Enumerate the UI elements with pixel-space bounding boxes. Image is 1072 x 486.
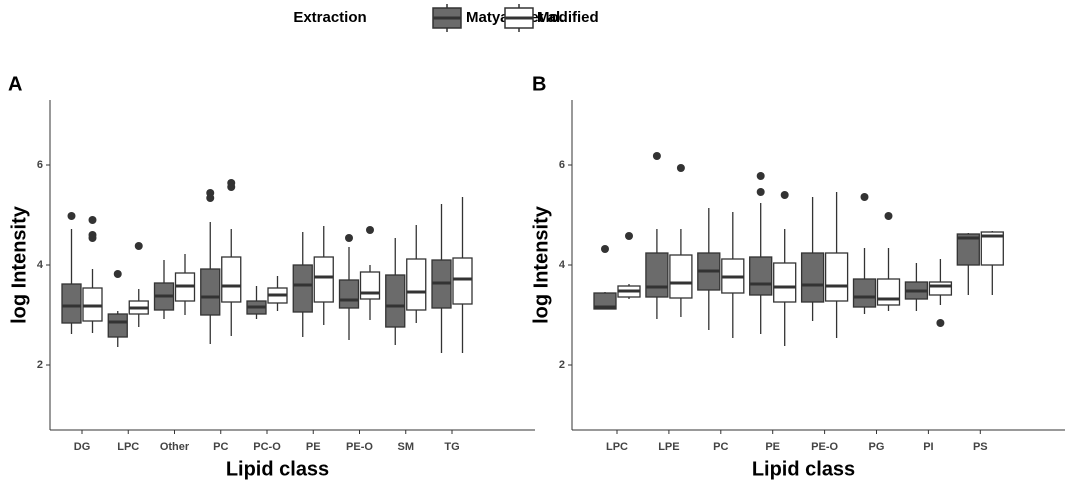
y-axis-title: log Intensity xyxy=(530,205,552,324)
box xyxy=(200,268,221,316)
box xyxy=(852,278,877,308)
outlier xyxy=(652,152,661,160)
panel-label: A xyxy=(8,73,22,95)
box xyxy=(956,233,980,266)
outlier xyxy=(780,191,789,199)
outlier xyxy=(134,242,143,250)
y-tick-label: 2 xyxy=(559,359,565,371)
outlier xyxy=(113,270,122,278)
x-tick-label: PG xyxy=(869,441,885,453)
outlier xyxy=(88,216,97,224)
x-tick-label: LPC xyxy=(606,441,628,453)
box xyxy=(406,258,427,311)
outlier xyxy=(366,226,374,234)
box xyxy=(980,231,1004,266)
y-tick-label: 6 xyxy=(37,159,43,171)
panel-label: B xyxy=(532,73,546,95)
box xyxy=(593,292,617,310)
box xyxy=(313,256,334,303)
x-tick-label: DG xyxy=(74,441,91,453)
outlier xyxy=(88,234,97,242)
x-tick-label: LPE xyxy=(658,441,679,453)
legend-label: Modified xyxy=(537,9,599,26)
x-tick-label: PE xyxy=(306,441,321,453)
x-tick-label: Other xyxy=(160,441,190,453)
x-axis-title: Lipid class xyxy=(752,458,855,480)
y-axis-title: log Intensity xyxy=(8,205,30,324)
outlier xyxy=(625,232,633,240)
box xyxy=(221,256,242,303)
x-tick-label: TG xyxy=(444,441,459,453)
outlier xyxy=(860,193,869,201)
y-tick-label: 2 xyxy=(37,359,43,371)
box xyxy=(876,278,901,306)
x-tick-label: PE xyxy=(765,441,780,453)
box xyxy=(385,274,406,328)
box xyxy=(773,262,797,303)
box xyxy=(107,313,128,338)
box xyxy=(749,256,773,296)
x-tick-label: PE-O xyxy=(811,441,838,453)
box xyxy=(292,264,313,313)
outlier xyxy=(601,245,609,253)
legend-title: Extraction xyxy=(293,9,366,26)
box xyxy=(359,271,381,300)
y-tick-label: 4 xyxy=(559,259,566,271)
box xyxy=(800,252,825,303)
outlier xyxy=(206,194,215,202)
x-tick-label: SM xyxy=(398,441,415,453)
outlier xyxy=(227,183,236,191)
box xyxy=(61,283,82,324)
outlier xyxy=(676,164,685,172)
y-tick-label: 4 xyxy=(37,259,44,271)
box xyxy=(338,279,360,309)
box xyxy=(669,254,693,299)
x-tick-label: PC xyxy=(713,441,728,453)
box xyxy=(824,252,849,302)
outlier xyxy=(884,212,893,220)
outlier xyxy=(756,172,765,180)
outlier xyxy=(936,319,945,327)
box xyxy=(452,257,473,305)
outlier xyxy=(345,234,353,242)
box xyxy=(928,281,953,296)
x-tick-label: PC xyxy=(213,441,228,453)
box xyxy=(645,252,669,298)
x-tick-label: PS xyxy=(973,441,988,453)
y-tick-label: 6 xyxy=(559,159,565,171)
outlier xyxy=(756,188,765,196)
x-axis-title: Lipid class xyxy=(226,458,329,480)
outlier xyxy=(67,212,76,220)
x-tick-label: PC-O xyxy=(253,441,281,453)
x-tick-label: PI xyxy=(923,441,933,453)
x-tick-label: LPC xyxy=(117,441,139,453)
x-tick-label: PE-O xyxy=(346,441,373,453)
